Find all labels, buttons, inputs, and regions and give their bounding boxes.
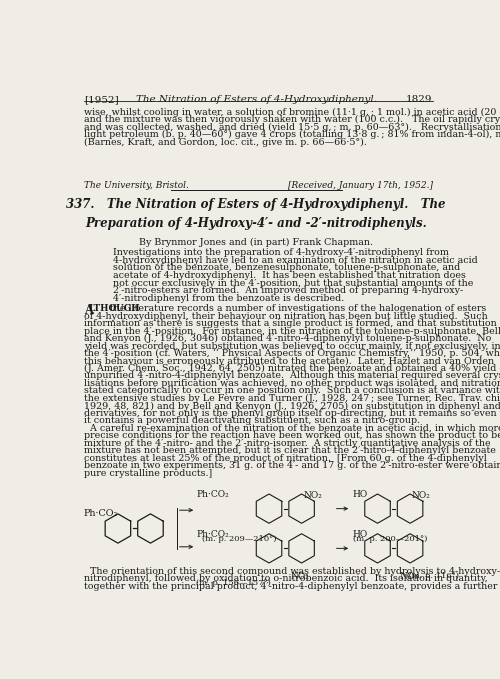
Text: Investigations into the preparation of 4-hydroxy-4′-nitrodiphenyl from: Investigations into the preparation of 4… [113, 249, 449, 257]
Text: unpurified 4′-nitro-4-diphenylyl benzoate.  Although this material required seve: unpurified 4′-nitro-4-diphenylyl benzoat… [84, 371, 500, 380]
Text: A: A [84, 304, 92, 317]
Text: the literature records a number of investigations of the halogenation of esters: the literature records a number of inves… [110, 304, 486, 313]
Text: and Kenyon (J., 1926, 3046) obtained 4′-nitro-4-diphenylyl toluene-p-sulphonate.: and Kenyon (J., 1926, 3046) obtained 4′-… [84, 334, 491, 344]
Text: (m. p. 209—210°): (m. p. 209—210°) [202, 535, 276, 543]
Text: mixture has not been attempted, but it is clear that the 2′-nitro-4-diphenylyl b: mixture has not been attempted, but it i… [84, 446, 496, 455]
Text: 1929, 48, 821) and by Bell and Kenyon (J., 1926, 2705) on substitution in diphen: 1929, 48, 821) and by Bell and Kenyon (J… [84, 401, 500, 411]
Text: (J. Amer. Chem. Soc., 1942, 64, 2505) nitrated the benzoate and obtained a 40% y: (J. Amer. Chem. Soc., 1942, 64, 2505) ni… [84, 364, 500, 373]
Text: The University, Bristol.: The University, Bristol. [84, 181, 188, 190]
Text: place in the 4′-position.  For instance, in the nitration of the toluene-p-sulph: place in the 4′-position. For instance, … [84, 327, 500, 335]
Text: NO₂: NO₂ [412, 492, 430, 500]
Text: (m. p. 200—201°): (m. p. 200—201°) [353, 535, 428, 543]
Text: 4-hydroxydiphenyl have led to an examination of the nitration in acetic acid: 4-hydroxydiphenyl have led to an examina… [113, 256, 478, 265]
Text: 1829: 1829 [406, 95, 432, 104]
Text: together with the principal product, 4′-nitro-4-diphenylyl benzoate, provides a : together with the principal product, 4′-… [84, 582, 497, 591]
Text: (m. p. 156—157°): (m. p. 156—157°) [196, 579, 271, 587]
Text: The Nitration of Esters of 4-Hydroxydiphenyl.: The Nitration of Esters of 4-Hydroxydiph… [136, 95, 377, 104]
Text: wise, whilst cooling in water, a solution of bromine (11·1 g. ; 1 mol.) in aceti: wise, whilst cooling in water, a solutio… [84, 108, 500, 117]
Text: [Received, January 17th, 1952.]: [Received, January 17th, 1952.] [288, 181, 432, 190]
Text: it contains a powerful deactivating substituent, such as a nitro-group.: it contains a powerful deactivating subs… [84, 416, 420, 425]
Text: yield was recorded, but substitution was believed to occur mainly, if not exclus: yield was recorded, but substitution was… [84, 342, 500, 350]
Text: Preparation of 4-Hydroxy-4′- and -2′-nitrodiphenyls.: Preparation of 4-Hydroxy-4′- and -2′-nit… [86, 217, 427, 230]
Text: (m. p. 116°): (m. p. 116°) [406, 572, 459, 581]
Text: 337.   The Nitration of Esters of 4-Hydroxydiphenyl.   The: 337. The Nitration of Esters of 4-Hydrox… [66, 198, 446, 210]
Text: Ph·CO₂: Ph·CO₂ [196, 530, 229, 538]
Text: The orientation of this second compound was established by hydrolysis to 4-hydro: The orientation of this second compound … [84, 567, 500, 576]
Text: precise conditions for the reaction have been worked out, has shown the product : precise conditions for the reaction have… [84, 431, 500, 440]
Text: By Brynmor Jones and (in part) Frank Chapman.: By Brynmor Jones and (in part) Frank Cha… [139, 238, 373, 247]
Text: light petroleum (b. p. 40—60°) gave 4 crops (totalling 13·8 g. ; 81% from indan-: light petroleum (b. p. 40—60°) gave 4 cr… [84, 130, 500, 139]
Text: 4′-nitrodiphenyl from the benzoate is described.: 4′-nitrodiphenyl from the benzoate is de… [113, 294, 344, 303]
Text: NO₂: NO₂ [303, 492, 322, 500]
Text: this behaviour is erroneously attributed to the acetate).  Later, Hazlet and van: this behaviour is erroneously attributed… [84, 356, 494, 366]
Text: 2′-nitro-esters are formed.  An improved method of preparing 4-hydroxy-: 2′-nitro-esters are formed. An improved … [113, 286, 463, 295]
Text: nitrodiphenyl, followed by oxidation to o-nitrobenzoic acid.  Its isolation in q: nitrodiphenyl, followed by oxidation to … [84, 574, 487, 583]
Text: Ph·CO₂: Ph·CO₂ [84, 509, 118, 517]
Text: mixture of the 4′-nitro- and the 2′-nitro-isomer.  A strictly quantitative analy: mixture of the 4′-nitro- and the 2′-nitr… [84, 439, 490, 447]
Text: the 4′-position (cf. Waters, ‘‘ Physical Aspects of Organic Chemistry,’’ 1950, p: the 4′-position (cf. Waters, ‘‘ Physical… [84, 349, 500, 359]
Text: acetate of 4-hydroxydiphenyl.  It has been established that nitration does: acetate of 4-hydroxydiphenyl. It has bee… [113, 271, 466, 280]
Text: not occur exclusively in the 4′-position, but that substantial amounts of the: not occur exclusively in the 4′-position… [113, 278, 473, 288]
Text: LTHOUGH: LTHOUGH [88, 304, 140, 313]
Text: lisations before purification was achieved, no other product was isolated, and n: lisations before purification was achiev… [84, 379, 500, 388]
Text: NO₂: NO₂ [290, 572, 310, 581]
Text: stated categorically to occur in one position only.  Such a conclusion is at var: stated categorically to occur in one pos… [84, 386, 500, 395]
Text: (Barnes, Kraft, and Gordon, loc. cit., give m. p. 66—66·5°).: (Barnes, Kraft, and Gordon, loc. cit., g… [84, 138, 366, 147]
Text: HO: HO [352, 530, 368, 538]
Text: pure crystalline products.]: pure crystalline products.] [84, 469, 212, 478]
Text: HO: HO [352, 490, 368, 499]
Text: of 4-hydroxydiphenyl, their behaviour on nitration has been but little studied. : of 4-hydroxydiphenyl, their behaviour on… [84, 312, 487, 320]
Text: A careful re-examination of the nitration of the benzoate in acetic acid, in whi: A careful re-examination of the nitratio… [84, 424, 500, 433]
Text: constitutes at least 25% of the product of nitration.  [From 60 g. of the 4-diph: constitutes at least 25% of the product … [84, 454, 486, 462]
Text: Ph·CO₂: Ph·CO₂ [196, 490, 229, 499]
Text: NO₂: NO₂ [399, 572, 418, 581]
Text: information as there is suggests that a single product is formed, and that subst: information as there is suggests that a … [84, 319, 500, 328]
Text: [1952]: [1952] [84, 95, 118, 104]
Text: and the mixture was then vigorously shaken with water (100 c.c.).   The oil rapi: and the mixture was then vigorously shak… [84, 115, 500, 124]
Text: derivatives, for not only is the phenyl group itself op-directing, but it remain: derivatives, for not only is the phenyl … [84, 409, 500, 418]
Text: solution of the benzoate, benzenesulphonate, toluene-p-sulphonate, and: solution of the benzoate, benzenesulphon… [113, 263, 460, 272]
Text: benzoate in two experiments, 31 g. of the 4′- and 17 g. of the 2′-nitro-ester we: benzoate in two experiments, 31 g. of th… [84, 461, 500, 471]
Text: the extensive studies by Le Fèvre and Turner (J., 1928, 247 ; see Turner, Rec. T: the extensive studies by Le Fèvre and Tu… [84, 394, 500, 403]
Text: and was collected, washed, and dried (yield 15·5 g. ; m. p. 60—63°).   Recrystal: and was collected, washed, and dried (yi… [84, 123, 500, 132]
